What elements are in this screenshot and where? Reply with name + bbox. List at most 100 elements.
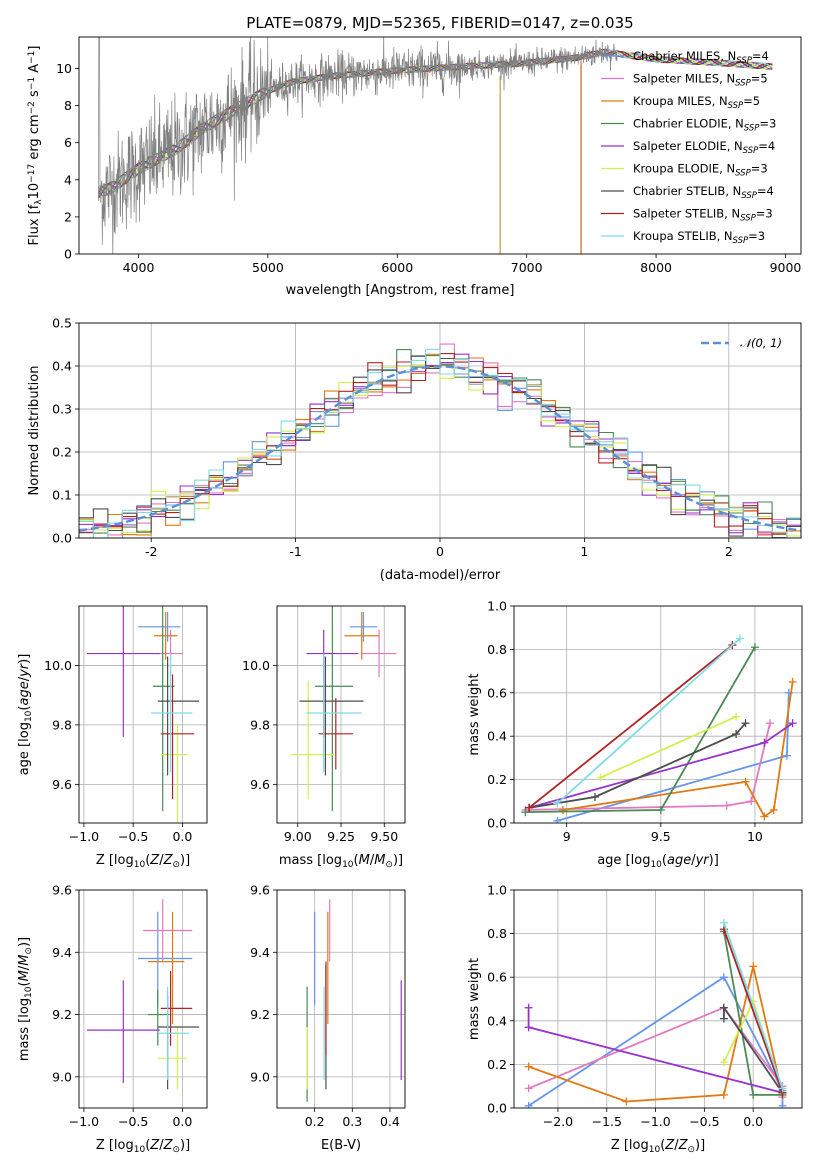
x-axis-label: (data-model)/error bbox=[380, 568, 501, 583]
errorbar-point bbox=[160, 674, 195, 800]
weight-marker bbox=[749, 962, 758, 971]
figure-title: PLATE=0879, MJD=52365, FIBERID=0147, z=0… bbox=[246, 14, 633, 32]
histogram-step-line bbox=[79, 348, 801, 538]
errorbar-point bbox=[147, 911, 185, 1024]
y-axis-label: Normed distribution bbox=[27, 366, 42, 496]
errorbar-point bbox=[153, 611, 178, 660]
errorbar-point bbox=[157, 656, 200, 776]
weight-series-line bbox=[600, 715, 737, 779]
y-tick-label: 0.0 bbox=[52, 531, 72, 546]
y-tick-label: 10.0 bbox=[44, 658, 72, 673]
plot-area bbox=[79, 606, 207, 823]
x-axis-label: Z [log10(Z/Z⊙)] bbox=[611, 1138, 705, 1155]
y-tick-label: 9.4 bbox=[250, 945, 270, 960]
weight-marker bbox=[719, 973, 728, 982]
errorbar-point bbox=[147, 989, 170, 1046]
x-tick-label: 9 bbox=[563, 829, 571, 844]
errorbar-point bbox=[86, 606, 160, 737]
panel-age-vs-Z: −1.0 −0.5 0.0 9.6 9.8 10.0 Z [log10(Z/Z⊙)] age … bbox=[17, 605, 208, 870]
errorbar-point bbox=[306, 653, 362, 773]
weight-marker bbox=[596, 773, 605, 782]
axes-frame bbox=[276, 889, 406, 1109]
y-tick-label: 1.0 bbox=[487, 883, 507, 898]
weight-series-line bbox=[723, 928, 784, 1094]
weight-marker bbox=[719, 1090, 728, 1099]
legend-item: Salpeter MILES, NSSP=5 bbox=[601, 72, 768, 88]
axes-frame bbox=[513, 889, 803, 1109]
histogram-legend: 𝒩(0, 1) bbox=[701, 336, 782, 350]
weight-marker bbox=[741, 719, 750, 728]
y-tick-label: 9.6 bbox=[250, 883, 270, 898]
x-axis-label: Z [log10(Z/Z⊙)] bbox=[96, 853, 190, 870]
x-tick-label: −0.5 bbox=[118, 829, 148, 844]
x-tick-label: 9.25 bbox=[327, 829, 355, 844]
y-tick-label: 9.2 bbox=[250, 1007, 270, 1022]
y-axis-label: age [log10(age/yr)] bbox=[17, 654, 34, 776]
panel-residual-histogram: -2 -1 0 1 2 0.0 0.1 0.2 0.3 0.4 0.5 (data-model)/er… bbox=[27, 316, 802, 583]
x-tick-label: 0.4 bbox=[380, 1114, 400, 1129]
axes-frame bbox=[276, 605, 406, 824]
y-tick-label: 0.8 bbox=[487, 926, 507, 941]
x-tick-label: 9000 bbox=[770, 260, 802, 275]
weight-marker bbox=[524, 1062, 533, 1071]
weight-marker bbox=[525, 803, 534, 812]
weight-marker bbox=[741, 777, 750, 786]
legend-label: Chabrier ELODIE, NSSP=3 bbox=[633, 117, 776, 134]
y-tick-label: 10 bbox=[56, 61, 72, 76]
panel-spectrum: 4000 5000 6000 7000 8000 9000 0 2 4 6 8 10 wavelengt… bbox=[27, 36, 802, 298]
weight-marker bbox=[553, 816, 562, 823]
legend-item: Chabrier ELODIE, NSSP=3 bbox=[601, 117, 776, 134]
x-axis-label: Z [log10(Z/Z⊙)] bbox=[96, 1138, 190, 1155]
x-tick-label: 9.5 bbox=[651, 829, 671, 844]
weight-series-line bbox=[528, 722, 747, 809]
spectrum-legend: Chabrier MILES, NSSP=4 Salpeter MILES, NS… bbox=[601, 49, 776, 246]
axes-frame bbox=[78, 36, 802, 255]
weight-marker bbox=[782, 751, 791, 760]
y-tick-label: 8 bbox=[64, 98, 72, 113]
observed-spectrum-line bbox=[98, 37, 618, 254]
legend-label: Kroupa MILES, NSSP=5 bbox=[633, 94, 760, 111]
axes-frame bbox=[78, 889, 208, 1109]
y-tick-label: 9.0 bbox=[52, 1069, 72, 1084]
legend-label: 𝒩(0, 1) bbox=[740, 336, 782, 350]
y-tick-label: 6 bbox=[64, 135, 72, 150]
y-axis-label: Flux [fλ10−17 erg cm−2 s−1 A−1] bbox=[27, 46, 44, 246]
y-tick-label: 2 bbox=[64, 209, 72, 224]
weight-marker bbox=[524, 1101, 533, 1108]
y-tick-label: 0.3 bbox=[52, 402, 72, 417]
x-tick-label: 9.00 bbox=[284, 829, 312, 844]
x-tick-label: −2.0 bbox=[543, 1114, 573, 1129]
legend-item: Kroupa STELIB, NSSP=3 bbox=[601, 229, 765, 246]
panel-age-vs-mass: 9.00 9.25 9.50 9.6 9.8 10.0 mass [log10(M/M⊙)] bbox=[242, 605, 406, 870]
weight-marker bbox=[788, 677, 797, 686]
weight-marker bbox=[524, 1084, 533, 1093]
x-tick-label: 0.0 bbox=[172, 1114, 192, 1129]
legend-item: Chabrier MILES, NSSP=4 bbox=[601, 49, 769, 66]
weight-marker bbox=[524, 1023, 533, 1032]
weight-marker bbox=[722, 801, 731, 810]
x-tick-label: 5000 bbox=[252, 260, 284, 275]
plot-area bbox=[277, 606, 405, 823]
x-tick-label: 7000 bbox=[511, 260, 543, 275]
errorbar-point bbox=[157, 1027, 188, 1090]
legend-label: Salpeter STELIB, NSSP=3 bbox=[633, 207, 773, 224]
panel-mass-vs-Z: −1.0 −0.5 0.0 9.0 9.2 9.4 9.6 Z [log10(Z/Z⊙)] ma… bbox=[17, 883, 208, 1155]
y-tick-label: 0.4 bbox=[487, 729, 507, 744]
y-tick-label: 4 bbox=[64, 172, 72, 187]
x-axis-label: age [log10(age/yr)] bbox=[597, 853, 719, 870]
y-tick-label: 0.4 bbox=[52, 359, 72, 374]
y-axis-label: mass weight bbox=[467, 958, 482, 1040]
x-tick-label: 4000 bbox=[123, 260, 155, 275]
y-tick-label: 0.2 bbox=[487, 1057, 507, 1072]
errorbar-point bbox=[138, 611, 181, 642]
plot-area bbox=[79, 323, 801, 538]
legend-item: Kroupa ELODIE, NSSP=3 bbox=[601, 162, 768, 178]
weight-marker bbox=[747, 797, 756, 806]
x-axis-label: E(B-V) bbox=[321, 1138, 361, 1153]
legend-item: Salpeter STELIB, NSSP=3 bbox=[601, 207, 773, 224]
plot-area bbox=[277, 890, 405, 1108]
x-tick-label: -1 bbox=[289, 544, 301, 559]
y-tick-label: 9.6 bbox=[52, 883, 72, 898]
normal-curve-line bbox=[79, 365, 801, 532]
legend-label: Chabrier MILES, NSSP=4 bbox=[633, 49, 769, 66]
